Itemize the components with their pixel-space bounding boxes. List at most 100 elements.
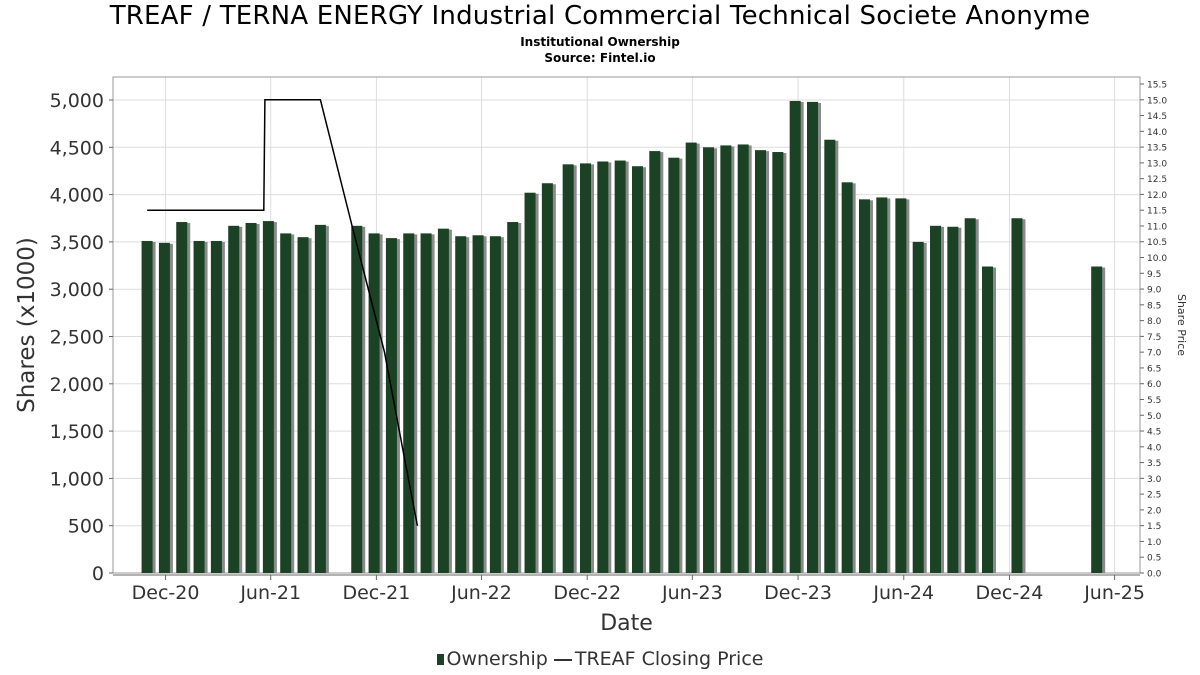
ownership-bar <box>930 225 942 573</box>
ownership-bar <box>649 151 661 574</box>
ownership-bar <box>489 236 501 573</box>
ownership-bar <box>685 142 697 573</box>
ownership-bar <box>420 233 432 574</box>
ownership-bar <box>524 192 536 573</box>
y2-axis-label: Share Price <box>1175 294 1188 356</box>
ownership-bar <box>964 218 976 573</box>
ownership-bar <box>876 197 888 574</box>
ownership-bar <box>314 224 326 573</box>
ownership-bar <box>912 241 924 573</box>
y2-tick-label: 8.0 <box>1147 317 1162 327</box>
y2-tick-label: 6.0 <box>1147 380 1162 390</box>
price-line <box>147 99 419 526</box>
y-tick-label: 1,500 <box>50 421 104 443</box>
ownership-bar <box>245 222 257 574</box>
y2-tick-label: 15.0 <box>1147 96 1167 106</box>
y2-tick-label: 5.5 <box>1147 396 1161 406</box>
x-tick-label: Dec-22 <box>553 582 621 604</box>
ownership-bar <box>947 226 959 573</box>
ownership-bar <box>507 222 519 573</box>
ownership-bar <box>614 160 626 573</box>
x-tick-label: Jun-22 <box>450 582 512 604</box>
price-line-layer <box>147 99 419 526</box>
ownership-bar <box>597 161 609 574</box>
y-tick-label: 0 <box>92 563 104 585</box>
ownership-bar <box>210 240 222 574</box>
ownership-bar <box>472 235 484 573</box>
y2-tick-label: 2.0 <box>1147 506 1162 516</box>
y2-tick-label: 13.5 <box>1147 144 1167 154</box>
y2-tick-label: 0.0 <box>1147 570 1162 580</box>
ownership-bar <box>631 166 643 573</box>
x-axis: Dec-20 Jun-21 Dec-21 Jun-22 Dec-22 Jun-23 Dec-… <box>113 574 1145 604</box>
legend: Ownership TREAF Closing Price <box>0 648 1200 670</box>
ownership-bar <box>297 237 309 574</box>
ownership-bars <box>141 100 1106 574</box>
chart-subtitle: Institutional Ownership <box>520 35 680 49</box>
ownership-bar <box>541 183 553 574</box>
y-axis-right: 0.0 0.5 1.0 1.5 2.0 2.5 3.0 3.5 4.0 4.5 5.0 5.5 6.0 6… <box>1140 81 1167 580</box>
y-tick-label: 3,000 <box>50 279 104 301</box>
ownership-bar <box>176 222 188 573</box>
ownership-bar <box>437 228 449 573</box>
y2-tick-label: 4.5 <box>1147 428 1161 438</box>
ownership-bar <box>280 233 292 574</box>
ownership-bar <box>262 221 274 573</box>
ownership-bar <box>824 139 836 573</box>
ownership-bar <box>841 182 853 573</box>
x-tick-label: Dec-24 <box>976 582 1044 604</box>
y2-tick-label: 14.0 <box>1147 128 1167 138</box>
x-tick-label: Dec-20 <box>132 582 200 604</box>
y2-tick-label: 11.0 <box>1147 222 1167 232</box>
y2-tick-label: 7.5 <box>1147 333 1161 343</box>
legend-ownership-swatch <box>436 654 444 665</box>
ownership-bar <box>403 233 415 574</box>
y2-tick-label: 14.5 <box>1147 112 1167 122</box>
x-tick-label: Jun-25 <box>1083 582 1145 604</box>
y2-tick-label: 1.5 <box>1147 522 1161 532</box>
ownership-bar <box>806 101 818 573</box>
y-tick-label: 1,000 <box>50 468 104 490</box>
legend-price-label: TREAF Closing Price <box>574 648 764 670</box>
chart-title: TREAF / TERNA ENERGY Industrial Commerci… <box>109 1 1091 31</box>
y2-tick-label: 3.0 <box>1147 475 1162 485</box>
y-tick-label: 3,500 <box>50 232 104 254</box>
y2-tick-label: 8.5 <box>1147 301 1161 311</box>
ownership-bar <box>193 240 205 574</box>
ownership-bar <box>895 198 907 573</box>
y2-tick-label: 4.0 <box>1147 443 1162 453</box>
legend-price-swatch <box>553 658 572 661</box>
y2-tick-label: 12.0 <box>1147 191 1167 201</box>
y-axis-label: Shares (x1000) <box>14 237 40 413</box>
ownership-bar <box>737 144 749 573</box>
ownership-bar <box>720 145 732 573</box>
ownership-bar <box>858 199 870 573</box>
y2-tick-label: 11.5 <box>1147 207 1167 217</box>
y2-tick-label: 5.0 <box>1147 412 1162 422</box>
legend-ownership-label: Ownership <box>446 648 548 670</box>
y-tick-label: 2,500 <box>50 327 104 349</box>
y2-tick-label: 2.5 <box>1147 491 1161 501</box>
y-tick-label: 5,000 <box>50 90 104 112</box>
ownership-bar <box>703 147 715 574</box>
x-tick-label: Jun-24 <box>872 582 934 604</box>
y2-tick-label: 15.5 <box>1147 81 1167 91</box>
ownership-bar <box>228 225 240 573</box>
ownership-bar <box>982 266 994 573</box>
y2-tick-label: 0.5 <box>1147 554 1161 564</box>
y2-tick-label: 6.5 <box>1147 364 1161 374</box>
ownership-bar <box>141 240 153 574</box>
y2-tick-label: 10.0 <box>1147 254 1167 264</box>
y2-tick-label: 9.5 <box>1147 270 1161 280</box>
x-axis-label: Date <box>600 611 653 636</box>
x-tick-label: Dec-23 <box>764 582 832 604</box>
ownership-bar <box>789 100 801 574</box>
x-tick-label: Dec-21 <box>342 582 410 604</box>
ownership-bar <box>385 238 397 573</box>
y-axis-left: 0 500 1,000 1,500 2,000 2,500 3,000 3,500 4,000 4… <box>50 90 113 585</box>
ownership-bar <box>668 157 680 573</box>
y2-tick-label: 12.5 <box>1147 175 1167 185</box>
ownership-bar <box>158 242 170 573</box>
ownership-bar <box>351 225 363 573</box>
